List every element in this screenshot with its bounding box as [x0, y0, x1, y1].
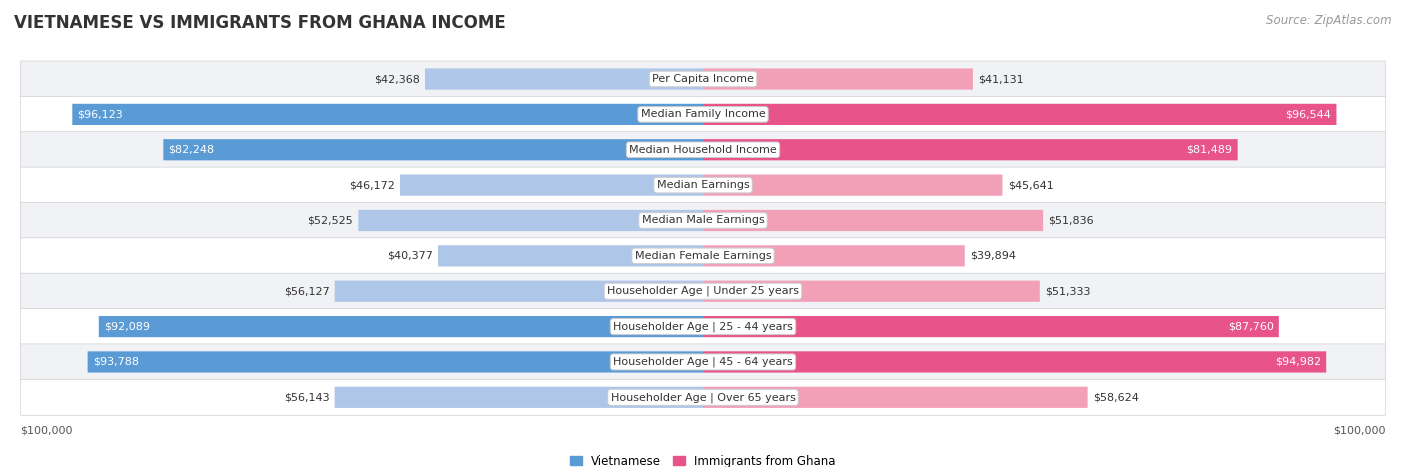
FancyBboxPatch shape: [98, 316, 703, 337]
Text: Source: ZipAtlas.com: Source: ZipAtlas.com: [1267, 14, 1392, 27]
Text: $94,982: $94,982: [1275, 357, 1322, 367]
FancyBboxPatch shape: [21, 344, 1385, 380]
FancyBboxPatch shape: [703, 69, 973, 90]
Text: $42,368: $42,368: [374, 74, 420, 84]
Text: Median Female Earnings: Median Female Earnings: [634, 251, 772, 261]
Legend: Vietnamese, Immigrants from Ghana: Vietnamese, Immigrants from Ghana: [565, 450, 841, 467]
Text: Householder Age | 45 - 64 years: Householder Age | 45 - 64 years: [613, 357, 793, 367]
Text: $40,377: $40,377: [387, 251, 433, 261]
FancyBboxPatch shape: [703, 316, 1279, 337]
FancyBboxPatch shape: [21, 61, 1385, 97]
Text: VIETNAMESE VS IMMIGRANTS FROM GHANA INCOME: VIETNAMESE VS IMMIGRANTS FROM GHANA INCO…: [14, 14, 506, 32]
Text: $81,489: $81,489: [1187, 145, 1233, 155]
FancyBboxPatch shape: [21, 132, 1385, 168]
Text: Median Family Income: Median Family Income: [641, 109, 765, 120]
Text: $58,624: $58,624: [1092, 392, 1139, 402]
Text: $93,788: $93,788: [93, 357, 139, 367]
Text: $41,131: $41,131: [979, 74, 1024, 84]
Text: Median Earnings: Median Earnings: [657, 180, 749, 190]
Text: $51,333: $51,333: [1045, 286, 1091, 296]
FancyBboxPatch shape: [21, 309, 1385, 345]
FancyBboxPatch shape: [335, 281, 703, 302]
Text: $56,127: $56,127: [284, 286, 329, 296]
Text: Householder Age | Under 25 years: Householder Age | Under 25 years: [607, 286, 799, 297]
FancyBboxPatch shape: [359, 210, 703, 231]
FancyBboxPatch shape: [72, 104, 703, 125]
Text: $92,089: $92,089: [104, 322, 150, 332]
Text: Householder Age | Over 65 years: Householder Age | Over 65 years: [610, 392, 796, 403]
Text: $45,641: $45,641: [1008, 180, 1053, 190]
FancyBboxPatch shape: [439, 245, 703, 267]
FancyBboxPatch shape: [703, 139, 1237, 160]
FancyBboxPatch shape: [703, 175, 1002, 196]
Text: Median Male Earnings: Median Male Earnings: [641, 215, 765, 226]
Text: $52,525: $52,525: [308, 215, 353, 226]
Text: Median Household Income: Median Household Income: [628, 145, 778, 155]
FancyBboxPatch shape: [401, 175, 703, 196]
FancyBboxPatch shape: [703, 245, 965, 267]
Text: $82,248: $82,248: [169, 145, 215, 155]
FancyBboxPatch shape: [335, 387, 703, 408]
FancyBboxPatch shape: [21, 238, 1385, 274]
FancyBboxPatch shape: [703, 210, 1043, 231]
FancyBboxPatch shape: [21, 167, 1385, 203]
FancyBboxPatch shape: [425, 69, 703, 90]
FancyBboxPatch shape: [21, 203, 1385, 239]
FancyBboxPatch shape: [703, 351, 1326, 373]
FancyBboxPatch shape: [703, 387, 1088, 408]
FancyBboxPatch shape: [21, 379, 1385, 415]
Text: Householder Age | 25 - 44 years: Householder Age | 25 - 44 years: [613, 321, 793, 332]
FancyBboxPatch shape: [87, 351, 703, 373]
Text: $39,894: $39,894: [970, 251, 1017, 261]
FancyBboxPatch shape: [163, 139, 703, 160]
FancyBboxPatch shape: [703, 104, 1337, 125]
Text: Per Capita Income: Per Capita Income: [652, 74, 754, 84]
FancyBboxPatch shape: [703, 281, 1040, 302]
Text: $46,172: $46,172: [349, 180, 395, 190]
Text: $96,123: $96,123: [77, 109, 124, 120]
Text: $87,760: $87,760: [1227, 322, 1274, 332]
Text: $51,836: $51,836: [1049, 215, 1094, 226]
Text: $56,143: $56,143: [284, 392, 329, 402]
Text: $96,544: $96,544: [1285, 109, 1331, 120]
FancyBboxPatch shape: [21, 273, 1385, 309]
FancyBboxPatch shape: [21, 96, 1385, 133]
